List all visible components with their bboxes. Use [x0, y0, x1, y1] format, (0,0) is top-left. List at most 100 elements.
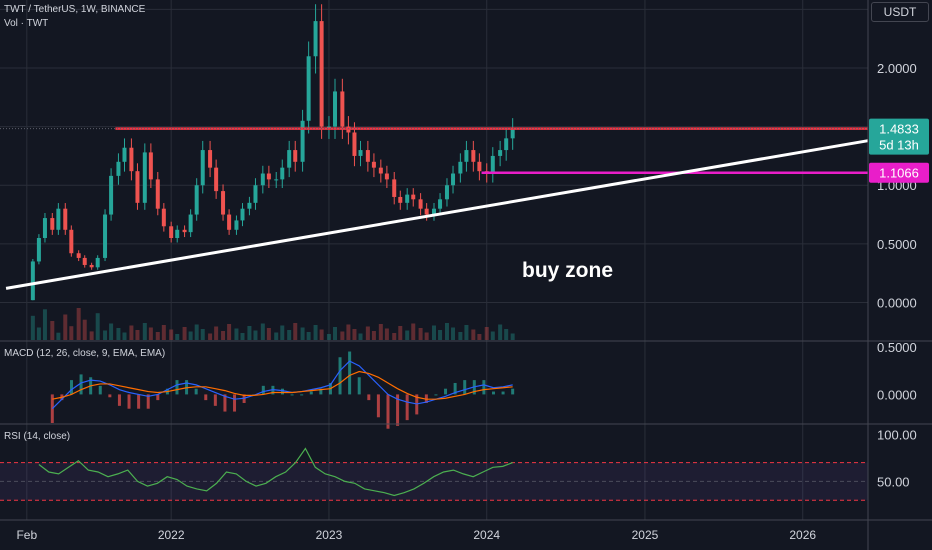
candle-body[interactable] [274, 179, 279, 181]
candle-body[interactable] [451, 173, 456, 186]
candle-body[interactable] [135, 171, 140, 203]
candle-body[interactable] [63, 208, 68, 230]
volume-bar [365, 326, 370, 340]
candle-body[interactable] [82, 257, 87, 265]
candle-body[interactable] [418, 199, 423, 209]
price-tick-label: 0.0000 [877, 295, 917, 310]
candle-body[interactable] [142, 152, 147, 203]
candle-body[interactable] [169, 226, 174, 238]
currency-button[interactable]: USDT [871, 2, 929, 22]
candle-body[interactable] [227, 214, 232, 230]
rsi-line[interactable] [38, 447, 513, 497]
candle-body[interactable] [122, 147, 127, 162]
candle-body[interactable] [188, 214, 193, 233]
candle-body[interactable] [56, 208, 61, 230]
candle-body[interactable] [504, 138, 509, 151]
candle-body[interactable] [161, 208, 166, 227]
macd-histogram-bar [376, 394, 380, 418]
candle-body[interactable] [371, 161, 376, 168]
candle-body[interactable] [42, 218, 47, 238]
candle-body[interactable] [240, 208, 245, 221]
candle-body[interactable] [129, 147, 134, 172]
candle-body[interactable] [340, 91, 345, 127]
candle-body[interactable] [234, 220, 239, 230]
candle-body[interactable] [352, 132, 357, 156]
candle-body[interactable] [458, 161, 463, 174]
candle-body[interactable] [398, 196, 403, 203]
candle-body[interactable] [319, 21, 324, 127]
macd-histogram-bar [386, 394, 390, 429]
drawing-overlays[interactable] [0, 127, 869, 290]
candle-body[interactable] [464, 150, 469, 162]
volume-bar [200, 329, 205, 340]
candle-body[interactable] [477, 161, 482, 172]
candle-body[interactable] [50, 218, 55, 230]
candle-body[interactable] [208, 150, 213, 168]
candle-body[interactable] [438, 199, 443, 209]
macd-histogram-bar [175, 380, 179, 395]
candle-body[interactable] [182, 229, 187, 233]
candle-body[interactable] [30, 261, 35, 301]
candle-body[interactable] [306, 56, 311, 121]
candle-body[interactable] [471, 150, 476, 162]
macd-histogram-bar [117, 394, 121, 406]
candle-body[interactable] [89, 264, 94, 268]
candle-body[interactable] [103, 214, 108, 258]
candle-body[interactable] [510, 128, 515, 139]
volume-bar [161, 325, 166, 340]
candle-body[interactable] [498, 150, 503, 156]
rsi-pane[interactable] [0, 447, 868, 501]
volume-bar [194, 324, 199, 340]
candle-body[interactable] [358, 150, 363, 156]
candle-body[interactable] [405, 194, 410, 203]
candle-body[interactable] [148, 152, 153, 180]
candle-body[interactable] [266, 173, 271, 180]
candle-body[interactable] [365, 150, 370, 162]
candle-body[interactable] [300, 120, 305, 162]
candle-body[interactable] [221, 191, 226, 215]
candle-body[interactable] [175, 229, 180, 238]
candle-body[interactable] [76, 253, 81, 258]
candle-body[interactable] [287, 150, 292, 168]
candle-body[interactable] [378, 167, 383, 174]
macd-pane[interactable] [50, 351, 515, 429]
candle-body[interactable] [194, 185, 199, 215]
candle-body[interactable] [200, 150, 205, 186]
candle-body[interactable] [490, 155, 495, 174]
candle-body[interactable] [313, 21, 318, 57]
candle-body[interactable] [384, 173, 389, 180]
candle-body[interactable] [333, 91, 338, 127]
candle-body[interactable] [214, 167, 219, 192]
candle-body[interactable] [95, 257, 100, 268]
macd-histogram-bar [405, 394, 409, 421]
trendline[interactable] [5, 139, 869, 290]
volume-bar [89, 331, 94, 340]
candle-body[interactable] [432, 208, 436, 215]
candle-body[interactable] [69, 229, 74, 254]
candle-body[interactable] [36, 238, 41, 262]
candle-body[interactable] [280, 167, 285, 180]
candle-body[interactable] [411, 194, 416, 200]
candle-body[interactable] [109, 175, 114, 215]
macd-histogram-bar [348, 351, 352, 395]
macd-histogram-bar [261, 385, 265, 395]
signal-line[interactable] [52, 370, 513, 400]
candle-body[interactable] [116, 161, 121, 176]
candle-body[interactable] [247, 202, 252, 209]
candle-body[interactable] [392, 179, 397, 197]
volume-bar [175, 334, 180, 340]
volume-bar [424, 332, 429, 340]
candle-body[interactable] [444, 185, 449, 200]
macd-histogram-bar [396, 394, 400, 426]
volume-bar [280, 325, 285, 340]
candle-body[interactable] [260, 173, 265, 186]
volume-bar [116, 328, 121, 340]
candle-body[interactable] [293, 150, 298, 162]
candle-body[interactable] [326, 126, 331, 128]
candle-body[interactable] [253, 185, 258, 203]
volume-bar [182, 327, 187, 340]
candle-body[interactable] [424, 208, 429, 215]
volume-bar [253, 330, 258, 340]
candle-body[interactable] [155, 179, 160, 209]
